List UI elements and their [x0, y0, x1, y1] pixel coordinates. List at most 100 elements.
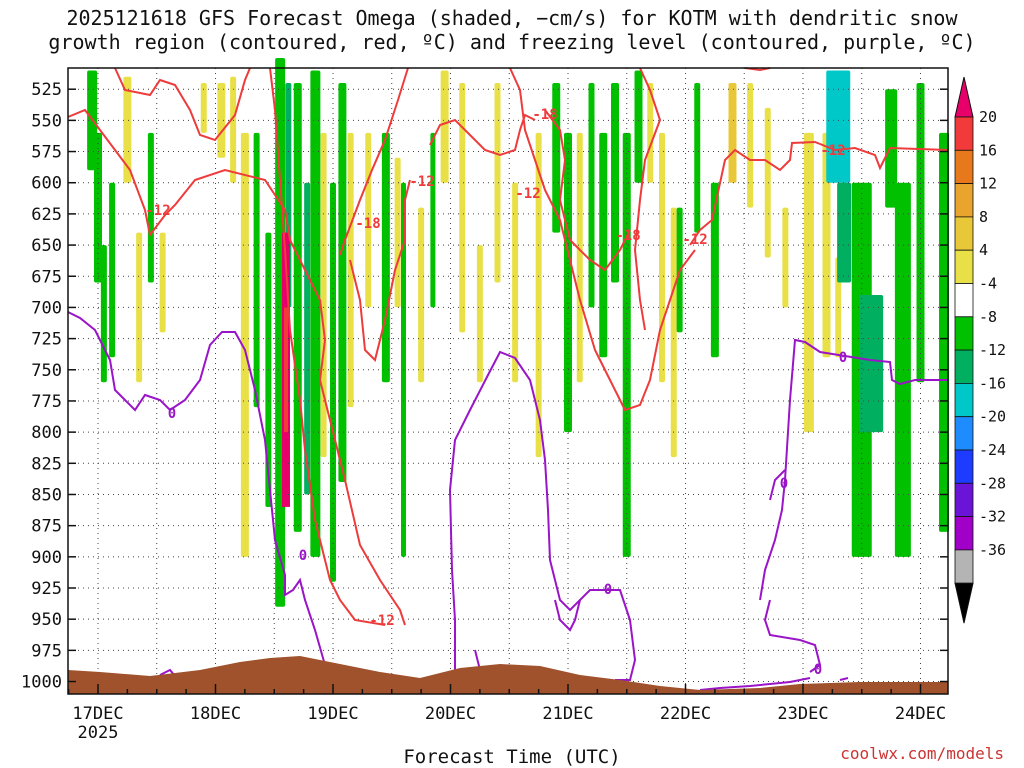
y-tick-label: 575	[31, 143, 62, 163]
y-tick-label: 725	[31, 330, 62, 350]
dgz-contour-label: -12	[682, 232, 707, 248]
colorbar-under-arrow	[954, 582, 974, 624]
omega-streak	[659, 132, 665, 383]
x-tick-year: 2025	[78, 723, 119, 743]
omega-streak	[822, 132, 831, 358]
freezing-level-line	[769, 469, 786, 501]
y-tick-label: 950	[31, 610, 62, 630]
freezing-level-line	[699, 677, 811, 691]
freezing-level-line	[839, 677, 849, 681]
omega-streak	[647, 82, 654, 183]
plot-frame	[67, 67, 949, 695]
omega-streak	[230, 76, 237, 183]
omega-streak	[459, 82, 466, 333]
freezing-level-contours	[67, 311, 948, 691]
omega-streak	[916, 82, 925, 383]
x-tick-label: 22DEC	[660, 704, 711, 724]
omega-streak	[136, 232, 143, 383]
x-tick-label: 24DEC	[895, 704, 946, 724]
omega-streak	[200, 82, 207, 133]
omega-streak	[564, 132, 572, 433]
dgz-contour-label: -12	[145, 203, 170, 219]
colorbar-tick-label: -28	[979, 474, 1006, 492]
omega-streak	[217, 82, 226, 158]
y-tick-label: 700	[31, 298, 62, 318]
omega-streak	[576, 132, 583, 383]
colorbar-tick-label: 16	[979, 141, 997, 159]
x-tick-label: 20DEC	[425, 704, 476, 724]
y-tick-label: 525	[31, 80, 62, 100]
colorbar-swatch	[954, 349, 974, 384]
omega-streak	[826, 70, 851, 183]
omega-streak	[330, 182, 336, 582]
dgz-contour-label: -18	[615, 228, 640, 244]
colorbar-tick-label: -32	[979, 508, 1006, 526]
dgz-contour-label: -12	[369, 613, 394, 629]
colorbar-tick-label: -12	[979, 341, 1006, 359]
dgz-contour-line	[544, 109, 631, 272]
dgz-contour-label: -18	[355, 216, 380, 232]
x-tick-label: 23DEC	[777, 704, 828, 724]
omega-streak	[394, 157, 401, 308]
omega-streak	[670, 207, 677, 458]
omega-streak	[710, 182, 719, 358]
omega-streak	[694, 82, 701, 233]
freezing-level-line	[67, 311, 326, 666]
colorbar-swatch	[954, 449, 974, 484]
omega-streak	[512, 182, 519, 383]
y-tick-label: 1000	[21, 673, 62, 693]
colorbar-tick-label: 4	[979, 241, 988, 259]
dgz-contour-label: -18	[532, 107, 557, 123]
dgz-contour-line	[114, 67, 251, 142]
omega-streak	[430, 132, 436, 308]
omega-streak	[803, 132, 814, 433]
chart-title-line-1: 2025121618 GFS Forecast Omega (shaded, −…	[66, 6, 958, 30]
colorbar-swatch	[954, 216, 974, 251]
dgz-contour-label: -12	[515, 186, 540, 202]
dgz-contour-line	[509, 67, 696, 412]
omega-streak	[240, 132, 249, 557]
omega-streak	[782, 207, 789, 308]
x-tick-label: 18DEC	[190, 704, 241, 724]
y-tick-label: 775	[31, 392, 62, 412]
x-tick-label: 19DEC	[307, 704, 358, 724]
colorbar-swatch	[954, 116, 974, 151]
freezing-level-label: 0	[780, 476, 788, 492]
x-axis: 17DEC 18DEC 19DEC 20DEC 21DEC 22DEC 23DEC 24DEC…	[67, 684, 946, 743]
colorbar-tick-label: -36	[979, 541, 1006, 559]
freezing-level-line	[763, 599, 822, 673]
dgz-contour-label: -12	[409, 174, 434, 190]
y-tick-label: 875	[31, 517, 62, 537]
y-axis: 525 550 575 600 625 650 675 700 725 750 775 800 825 8…	[21, 80, 948, 693]
dgz-contour-line	[349, 179, 411, 362]
omega-streak	[347, 132, 354, 408]
omega-streak	[588, 82, 595, 308]
omega-streak	[440, 70, 449, 183]
omega-streak	[552, 82, 561, 233]
colorbar: 20 16 12 8 4 -4 -8 -12 -16 -20 -24 -28 -32 -36	[954, 76, 1006, 624]
y-tick-label: 675	[31, 267, 62, 287]
omega-streak	[123, 76, 132, 183]
y-tick-label: 625	[31, 205, 62, 225]
freezing-level-label: 0	[299, 548, 307, 564]
colorbar-swatch	[954, 283, 974, 318]
colorbar-swatch	[954, 516, 974, 551]
dgz-contours	[67, 67, 949, 626]
colorbar-tick-label: -16	[979, 374, 1006, 392]
omega-streak	[418, 207, 425, 383]
contour-labels: -12 -12 -18 -12 -18 -12 -18 -12 -12 0 0 0 0 0 0	[145, 107, 847, 678]
colorbar-tick-label: 12	[979, 175, 997, 193]
colorbar-swatch	[954, 249, 974, 284]
y-tick-label: 925	[31, 579, 62, 599]
y-tick-label: 825	[31, 454, 62, 474]
credit-link[interactable]: coolwx.com/models	[840, 744, 1004, 763]
colorbar-swatch	[954, 183, 974, 218]
omega-streak	[293, 82, 302, 532]
dgz-contour-label: -12	[820, 143, 845, 159]
y-tick-label: 900	[31, 548, 62, 568]
y-tick-label: 550	[31, 111, 62, 131]
y-tick-label: 800	[31, 423, 62, 443]
dgz-contour-line	[689, 140, 949, 246]
omega-streak	[147, 132, 154, 283]
